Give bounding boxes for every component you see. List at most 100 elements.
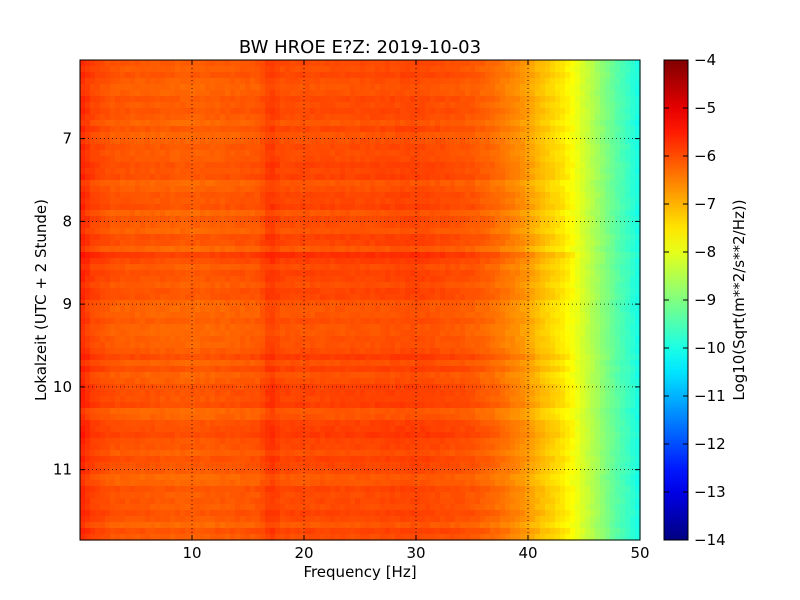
heat-cell xyxy=(420,294,426,301)
heat-cell xyxy=(530,114,536,121)
heat-cell xyxy=(620,216,626,223)
heat-cell xyxy=(435,228,441,235)
heat-cell xyxy=(340,258,346,265)
heat-cell xyxy=(145,288,151,295)
heat-cell xyxy=(430,240,436,247)
heat-cell xyxy=(195,306,201,313)
heat-cell xyxy=(155,240,161,247)
heat-cell xyxy=(555,318,561,325)
heat-cell xyxy=(310,210,316,217)
heat-cell xyxy=(580,186,586,193)
heat-cell xyxy=(145,162,151,169)
heat-cell xyxy=(150,324,156,331)
heat-cell xyxy=(290,84,296,91)
heat-cell xyxy=(585,96,591,103)
heat-cell xyxy=(635,108,641,115)
heat-cell xyxy=(425,84,431,91)
heat-cell xyxy=(440,276,446,283)
heat-cell xyxy=(485,240,491,247)
heat-cell xyxy=(140,270,146,277)
heat-cell xyxy=(285,168,291,175)
heat-cell xyxy=(85,282,91,289)
heat-cell xyxy=(125,246,131,253)
heat-cell xyxy=(525,168,531,175)
heat-cell xyxy=(550,132,556,139)
heat-cell xyxy=(305,144,311,151)
heat-cell xyxy=(585,210,591,217)
heat-cell xyxy=(445,282,451,289)
heat-cell xyxy=(505,126,511,133)
heat-cell xyxy=(175,234,181,241)
heat-cell xyxy=(575,228,581,235)
heat-cell xyxy=(105,66,111,73)
heat-cell xyxy=(290,102,296,109)
heat-cell xyxy=(200,300,206,307)
heat-cell xyxy=(180,120,186,127)
heat-cell xyxy=(550,72,556,79)
heat-cell xyxy=(260,102,266,109)
heat-cell xyxy=(275,276,281,283)
heat-cell xyxy=(105,78,111,85)
heat-cell xyxy=(630,294,636,301)
heat-cell xyxy=(125,60,131,67)
heat-cell xyxy=(320,90,326,97)
heat-cell xyxy=(440,132,446,139)
heat-cell xyxy=(300,246,306,253)
heat-cell xyxy=(350,192,356,199)
heat-cell xyxy=(350,138,356,145)
heat-cell xyxy=(360,156,366,163)
heat-cell xyxy=(565,222,571,229)
heat-cell xyxy=(355,234,361,241)
heat-cell xyxy=(585,66,591,73)
heat-cell xyxy=(465,228,471,235)
heat-cell xyxy=(170,174,176,181)
heat-cell xyxy=(425,240,431,247)
heat-cell xyxy=(520,252,526,259)
heat-cell xyxy=(160,216,166,223)
heat-cell xyxy=(185,78,191,85)
heat-cell xyxy=(345,138,351,145)
heat-cell xyxy=(550,198,556,205)
heat-cell xyxy=(330,120,336,127)
heat-cell xyxy=(505,204,511,211)
heat-cell xyxy=(130,96,136,103)
heat-cell xyxy=(325,96,331,103)
heat-cell xyxy=(305,90,311,97)
heat-cell xyxy=(95,132,101,139)
heat-cell xyxy=(350,132,356,139)
heat-cell xyxy=(315,180,321,187)
heat-cell xyxy=(560,198,566,205)
heat-cell xyxy=(440,300,446,307)
heat-cell xyxy=(375,318,381,325)
heat-cell xyxy=(350,96,356,103)
heat-cell xyxy=(480,114,486,121)
heat-cell xyxy=(325,294,331,301)
heat-cell xyxy=(305,156,311,163)
heat-cell xyxy=(515,144,521,151)
heat-cell xyxy=(275,114,281,121)
heat-cell xyxy=(315,174,321,181)
heat-cell xyxy=(490,300,496,307)
heat-cell xyxy=(105,288,111,295)
heat-cell xyxy=(290,66,296,73)
heat-cell xyxy=(145,96,151,103)
heat-cell xyxy=(425,294,431,301)
heat-cell xyxy=(80,114,86,121)
heat-cell xyxy=(410,96,416,103)
heat-cell xyxy=(180,126,186,133)
heat-cell xyxy=(425,288,431,295)
heat-cell xyxy=(405,198,411,205)
heat-cell xyxy=(460,156,466,163)
heat-cell xyxy=(435,210,441,217)
heat-cell xyxy=(120,168,126,175)
heat-cell xyxy=(245,162,251,169)
heat-cell xyxy=(635,186,641,193)
heat-cell xyxy=(260,192,266,199)
heat-cell xyxy=(610,216,616,223)
heat-cell xyxy=(400,156,406,163)
heat-cell xyxy=(470,174,476,181)
heat-cell xyxy=(550,144,556,151)
heat-cell xyxy=(465,270,471,277)
heat-cell xyxy=(175,144,181,151)
heat-cell xyxy=(350,198,356,205)
